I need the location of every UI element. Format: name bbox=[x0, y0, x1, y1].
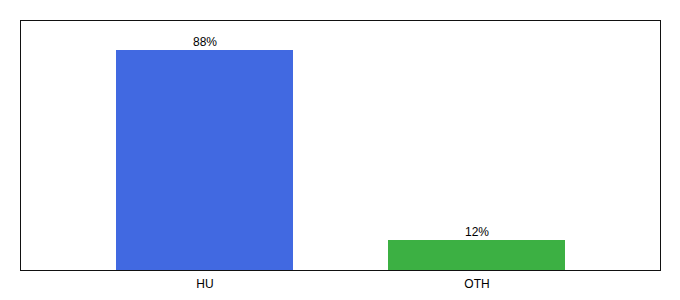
svg-text:OTH: OTH bbox=[464, 277, 489, 291]
svg-text:HU: HU bbox=[196, 277, 213, 291]
svg-text:88%: 88% bbox=[193, 35, 217, 49]
svg-text:12%: 12% bbox=[465, 225, 489, 239]
